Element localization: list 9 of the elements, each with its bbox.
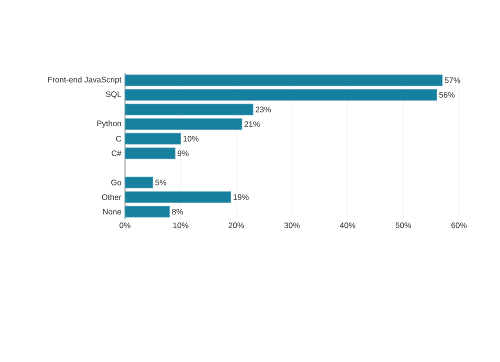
bar: [124, 89, 438, 101]
bar: [124, 191, 232, 203]
bar: [124, 132, 181, 144]
bar: [124, 118, 242, 130]
bar: [124, 148, 176, 160]
bar: [124, 176, 154, 188]
bar: [124, 206, 170, 218]
bar: [124, 74, 443, 86]
bar: [124, 104, 254, 116]
